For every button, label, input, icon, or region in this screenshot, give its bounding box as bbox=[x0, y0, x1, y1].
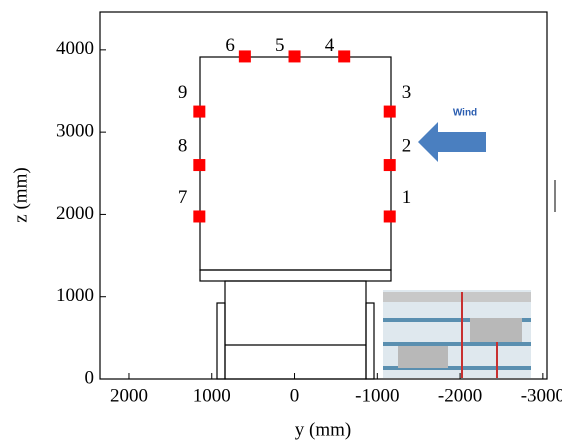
x-tick-label: -2000 bbox=[438, 385, 482, 406]
y-tick-label: 0 bbox=[85, 367, 95, 388]
x-tick-label: 2000 bbox=[110, 385, 148, 406]
point-label: 3 bbox=[402, 82, 412, 103]
sensor-point bbox=[289, 50, 301, 62]
point-label: 7 bbox=[178, 187, 188, 208]
y-tick-label: 3000 bbox=[56, 120, 94, 141]
chart: Wind y (mm) z (mm) 2000 1000 0 -1000 -2000 -3… bbox=[0, 0, 562, 443]
x-tick-label: -3000 bbox=[521, 385, 562, 406]
sensor-point bbox=[384, 210, 396, 222]
y-tick-label: 1000 bbox=[56, 285, 94, 306]
sensor-point bbox=[193, 159, 205, 171]
point-label: 8 bbox=[178, 135, 188, 156]
x-axis-label: y (mm) bbox=[295, 419, 351, 440]
structure-outline bbox=[200, 57, 391, 379]
point-label: 2 bbox=[402, 135, 412, 156]
point-label: 1 bbox=[402, 187, 412, 208]
x-tick-label: -1000 bbox=[355, 385, 399, 406]
wind-arrow bbox=[418, 122, 486, 162]
x-tick-label: 1000 bbox=[193, 385, 231, 406]
wind-label: Wind bbox=[453, 108, 477, 119]
x-tick-label: 0 bbox=[290, 385, 300, 406]
y-tick-label: 4000 bbox=[56, 38, 94, 59]
y-axis-label: z (mm) bbox=[10, 167, 31, 222]
point-label: 9 bbox=[178, 82, 188, 103]
sensor-point bbox=[338, 50, 350, 62]
point-label: 4 bbox=[325, 35, 335, 56]
sensor-point bbox=[193, 210, 205, 222]
sensor-point bbox=[193, 106, 205, 118]
y-tick-label: 2000 bbox=[56, 203, 94, 224]
inset-photo bbox=[383, 290, 531, 378]
point-label: 6 bbox=[225, 35, 235, 56]
point-label: 5 bbox=[275, 35, 285, 56]
sensor-point bbox=[384, 159, 396, 171]
sensor-point bbox=[239, 50, 251, 62]
sensor-point bbox=[384, 106, 396, 118]
